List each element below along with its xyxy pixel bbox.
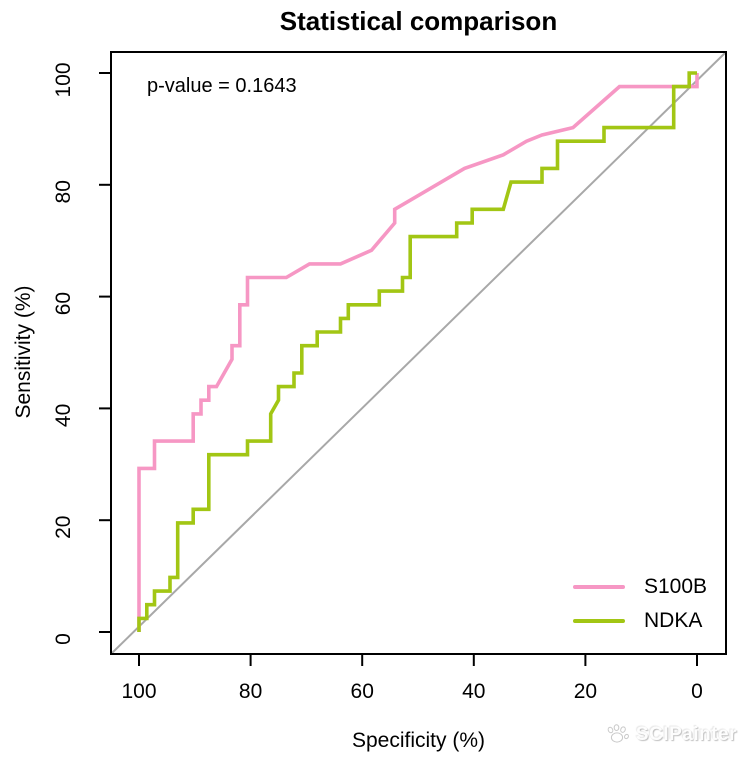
legend-item-s100b: S100B: [573, 576, 707, 597]
watermark: SCIPainter: [606, 724, 737, 746]
y-axis-label: Sensitivity (%): [12, 285, 35, 419]
plot-box: [110, 51, 727, 655]
legend-swatch-ndka: [573, 618, 625, 623]
y-tick-label: 80: [52, 180, 75, 203]
x-axis-label: Specificity (%): [351, 729, 486, 752]
legend-swatch-s100b: [573, 584, 625, 589]
y-tick-label: 100: [52, 62, 75, 97]
paw-icon: [607, 724, 629, 743]
x-tick-label: 60: [351, 680, 374, 703]
legend-item-ndka: NDKA: [573, 610, 702, 631]
y-tick-label: 0: [52, 633, 75, 645]
y-tick-label: 40: [52, 404, 75, 427]
chart-title: Statistical comparison: [279, 6, 558, 36]
roc-curve-ndka: [137, 71, 697, 632]
x-tick-label: 40: [462, 680, 485, 703]
watermark-label: SCIPainter: [635, 724, 737, 745]
y-tick-label: 20: [52, 516, 75, 539]
legend-label-ndka: NDKA: [644, 609, 703, 632]
x-tick-label: 20: [574, 680, 597, 703]
legend-label-s100b: S100B: [644, 575, 708, 598]
roc-curve-s100b: [137, 73, 699, 632]
y-tick-label: 60: [52, 292, 75, 315]
x-tick-label: 100: [121, 680, 156, 703]
reference-diagonal: [110, 51, 727, 655]
p-value-annotation: p-value = 0.1643: [147, 75, 297, 97]
x-tick-label: 80: [239, 680, 262, 703]
x-tick-label: 0: [691, 680, 703, 703]
